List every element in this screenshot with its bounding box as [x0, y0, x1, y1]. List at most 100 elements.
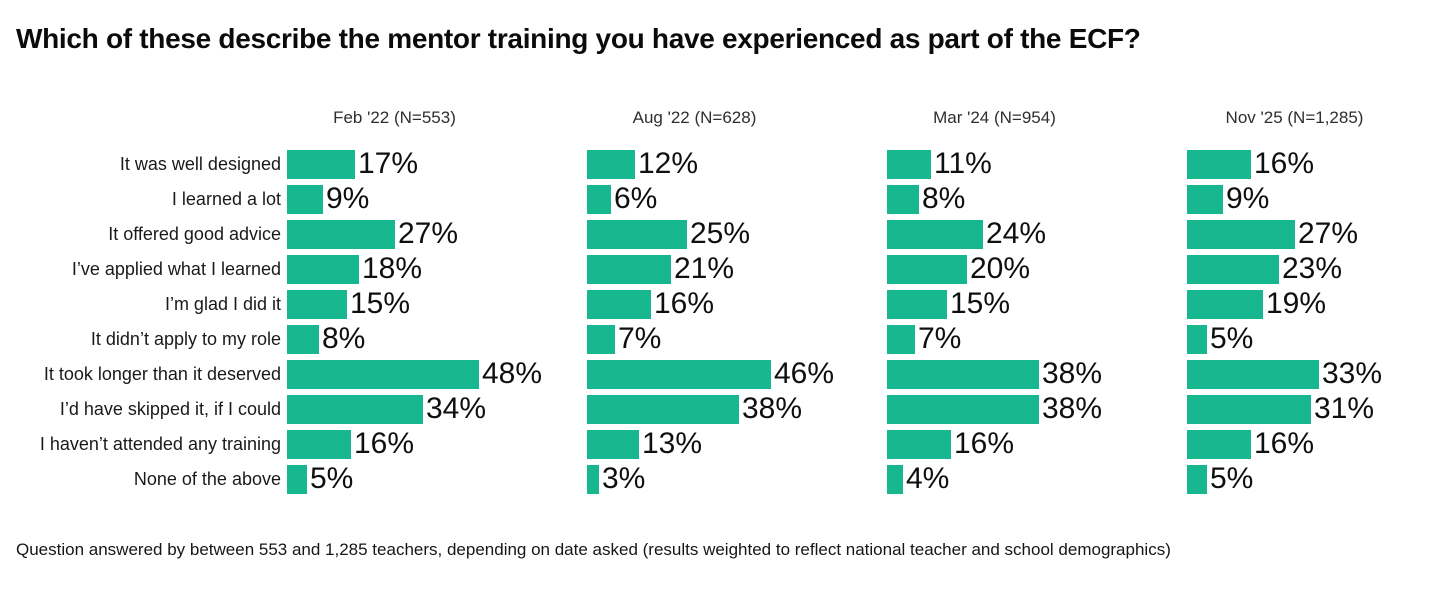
row-label: I learned a lot	[171, 188, 281, 209]
bar-value-label: 27%	[398, 217, 459, 251]
bar-cell: 16%	[287, 429, 587, 459]
bar	[887, 219, 983, 249]
bar-value-label: 38%	[1042, 357, 1103, 391]
bar-cell: 25%	[587, 217, 887, 251]
bar	[1187, 324, 1207, 354]
bar-cell: 13%	[587, 427, 887, 461]
bar-value-label: 8%	[322, 322, 366, 356]
bar-value-label: 11%	[934, 147, 992, 181]
series-header-nov25: Nov '25 (N=1,285)	[1225, 107, 1364, 127]
chart-row: I haven’t attended any training 16% 13% 16%…	[16, 427, 1424, 461]
bar-value-label: 13%	[642, 427, 703, 461]
bar-value-label: 48%	[482, 357, 543, 391]
bar-value-label: 34%	[426, 392, 487, 426]
bar-cell: 7%	[587, 324, 887, 354]
bar-value-label: 16%	[654, 287, 715, 321]
chart-row: It didn’t apply to my role 8% 7% 7% 5%	[16, 322, 1424, 356]
bar	[587, 429, 639, 459]
bar-cell: 9%	[1187, 182, 1440, 216]
bar-cell: 11%	[887, 147, 1187, 181]
bar-cell: 4%	[887, 462, 1187, 496]
bar-value-label: 20%	[970, 252, 1031, 286]
bar-value-label: 16%	[1254, 147, 1315, 181]
bar-value-label: 9%	[1226, 182, 1270, 216]
bar-value-label: 12%	[638, 147, 699, 181]
footnote: Question answered by between 553 and 1,2…	[16, 539, 1171, 559]
series-headers-row: Feb '22 (N=553) Aug '22 (N=628) Mar '24 …	[16, 108, 1424, 128]
headers-spacer	[16, 108, 287, 128]
chart-row: I’m glad I did it 15% 16% 15% 19%	[16, 287, 1424, 321]
bar-cell: 24%	[887, 217, 1187, 251]
bar-cell: 15%	[287, 289, 587, 319]
bar	[587, 219, 687, 249]
bar-cell: 31%	[1187, 394, 1440, 424]
row-label: None of the above	[133, 468, 281, 489]
row-label: It was well designed	[119, 153, 281, 174]
bar-cell: 17%	[287, 147, 587, 181]
bar	[287, 289, 347, 319]
bar-value-label: 33%	[1322, 357, 1383, 391]
bar	[287, 324, 319, 354]
bar	[587, 289, 651, 319]
bar	[887, 429, 951, 459]
bar	[887, 464, 903, 494]
bar-cell: 9%	[287, 182, 587, 216]
bar-value-label: 17%	[358, 147, 419, 181]
bar	[287, 149, 355, 179]
bar-value-label: 23%	[1282, 252, 1343, 286]
bar-cell: 48%	[287, 357, 587, 391]
bar	[1187, 359, 1319, 389]
bar	[1187, 149, 1251, 179]
bar-value-label: 9%	[326, 182, 370, 216]
bar	[587, 464, 599, 494]
bar	[1187, 464, 1207, 494]
bar-cell: 15%	[887, 289, 1187, 319]
bar-value-label: 5%	[310, 462, 354, 496]
chart-row: It offered good advice 27% 25% 24% 27%	[16, 217, 1424, 251]
bar	[887, 359, 1039, 389]
bar-cell: 18%	[287, 254, 587, 284]
bar-cell: 5%	[1187, 462, 1440, 496]
bar	[887, 184, 919, 214]
bar-cell: 19%	[1187, 287, 1440, 321]
bar	[1187, 219, 1295, 249]
bar-value-label: 21%	[674, 252, 735, 286]
chart-row: I learned a lot 9% 6% 8% 9%	[16, 182, 1424, 216]
bar	[1187, 429, 1251, 459]
chart-row: None of the above 5% 3% 4% 5%	[16, 462, 1424, 496]
bar	[587, 359, 771, 389]
series-header-feb22: Feb '22 (N=553)	[333, 107, 456, 127]
bar-value-label: 19%	[1266, 287, 1327, 321]
bar-value-label: 25%	[690, 217, 751, 251]
bar-cell: 34%	[287, 392, 587, 426]
bar-cell: 3%	[587, 462, 887, 496]
bar-cell: 38%	[887, 357, 1187, 391]
bar-value-label: 16%	[954, 427, 1015, 461]
row-label: I’m glad I did it	[164, 293, 281, 314]
bar	[287, 429, 351, 459]
bar-cell: 12%	[587, 147, 887, 181]
bar-value-label: 5%	[1210, 462, 1254, 496]
bar-cell: 16%	[1187, 429, 1440, 459]
bar-value-label: 38%	[742, 392, 803, 426]
bar	[287, 394, 423, 424]
bar-value-label: 4%	[906, 462, 950, 496]
bar-value-label: 3%	[602, 462, 646, 496]
bar-cell: 20%	[887, 252, 1187, 286]
bar-value-label: 24%	[986, 217, 1047, 251]
chart-rows: It was well designed 17% 12% 11% 16% I learne…	[16, 147, 1424, 496]
row-label: It didn’t apply to my role	[90, 328, 281, 349]
bar-cell: 5%	[1187, 324, 1440, 354]
bar	[887, 324, 915, 354]
chart-row: I’ve applied what I learned 18% 21% 20% 23%	[16, 252, 1424, 286]
bar-cell: 46%	[587, 359, 887, 389]
bar	[587, 394, 739, 424]
bar-cell: 21%	[587, 252, 887, 286]
bar	[287, 359, 479, 389]
bar-cell: 16%	[587, 287, 887, 321]
bar-cell: 27%	[1187, 219, 1440, 249]
series-header-mar24: Mar '24 (N=954)	[933, 107, 1056, 127]
bar	[1187, 254, 1279, 284]
bar	[1187, 184, 1223, 214]
chart-row: It was well designed 17% 12% 11% 16%	[16, 147, 1424, 181]
